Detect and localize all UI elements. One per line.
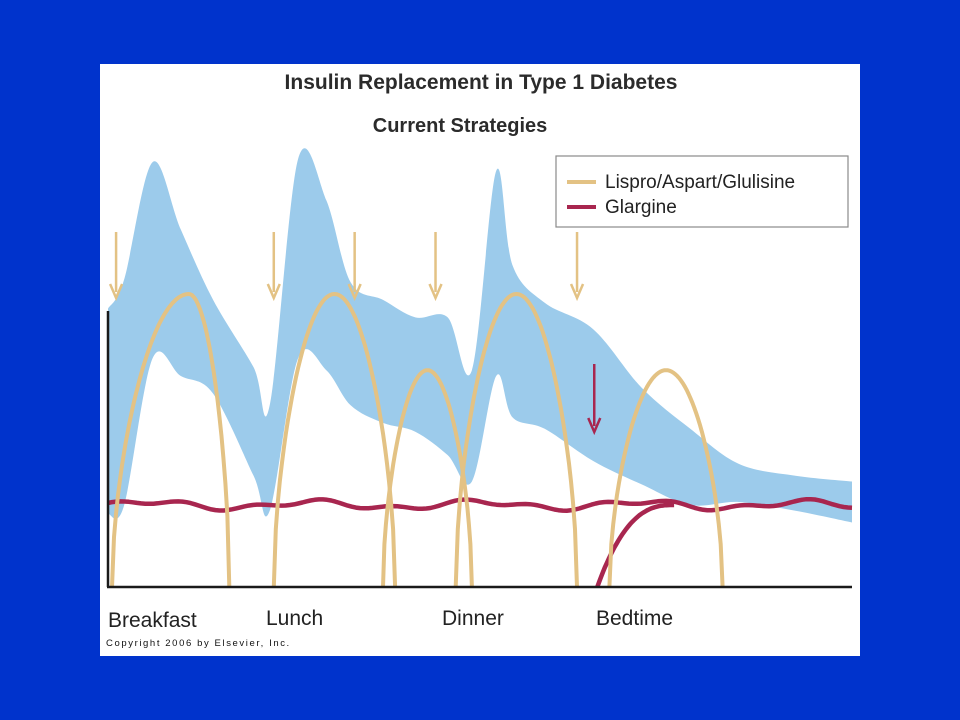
figure-panel: Insulin Replacement in Type 1 Diabetes C…: [100, 64, 860, 656]
insulin-chart: Insulin Replacement in Type 1 Diabetes C…: [106, 71, 853, 649]
arrow-head: [108, 283, 124, 302]
glargine-basal-line: [107, 496, 853, 513]
chart-subtitle: Current Strategies: [373, 115, 548, 137]
rapid-dose-arrow: [347, 232, 362, 302]
insulin-curves: [107, 292, 853, 588]
rapid-insulin-peak: [381, 368, 474, 588]
glucose-band-area: [108, 148, 852, 523]
arrow-head: [347, 283, 362, 302]
arrow-head: [587, 417, 602, 436]
basal-dose-arrow: [587, 364, 602, 436]
rapid-dose-arrow: [569, 232, 585, 302]
dosing-arrows: [108, 232, 602, 436]
legend-label-glargine: Glargine: [605, 197, 677, 218]
rapid-dose-arrow: [266, 232, 281, 302]
copyright-notice: Copyright 2006 by Elsevier, Inc.: [106, 638, 291, 649]
arrow-head: [266, 283, 281, 302]
legend: Lispro/Aspart/Glulisine Glargine: [555, 155, 849, 228]
legend-label-lispro: Lispro/Aspart/Glulisine: [605, 172, 795, 193]
x-tick-label: Dinner: [442, 607, 504, 630]
rapid-dose-arrow: [428, 232, 443, 302]
axes: [106, 311, 852, 589]
x-tick-label: Lunch: [266, 607, 323, 630]
x-tick-label: Bedtime: [596, 607, 673, 630]
glucose-band-layer: [108, 148, 852, 523]
rapid-insulin-peak: [271, 292, 398, 588]
rapid-insulin-peak: [110, 292, 232, 588]
legend-box: [555, 155, 849, 228]
arrow-head: [569, 283, 585, 302]
rapid-insulin-peak: [607, 368, 725, 588]
x-tick-labels: Breakfast Lunch Dinner Bedtime: [108, 607, 673, 632]
arrow-head: [428, 283, 443, 302]
x-tick-label: Breakfast: [108, 609, 197, 632]
chart-title: Insulin Replacement in Type 1 Diabetes: [285, 71, 678, 94]
rapid-dose-arrow: [108, 232, 124, 302]
rapid-insulin-peak: [453, 292, 579, 588]
